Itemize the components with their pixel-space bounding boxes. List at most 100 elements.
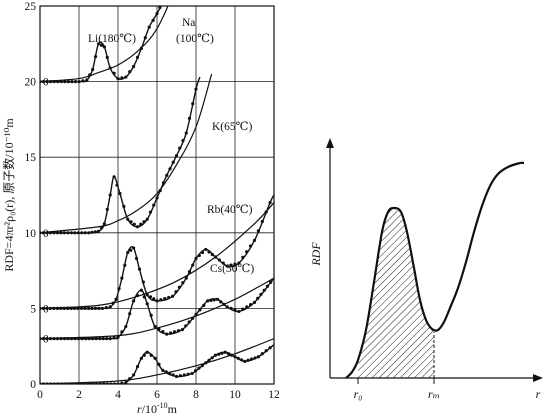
y-tick-label: 0 [30, 379, 36, 391]
rdf-data-point [158, 6, 162, 10]
rdf-data-point [169, 331, 173, 335]
x-tick-label: 10 [229, 389, 241, 401]
rdf-data-point [83, 231, 87, 235]
rdf-data-point [190, 316, 195, 320]
rdf-data-point [210, 356, 214, 360]
rdf-data-point [116, 76, 120, 81]
rdf-data-point [172, 330, 177, 334]
rdf-data-point [256, 229, 260, 233]
rdf-data-point [95, 382, 99, 384]
rdf-data-point [98, 337, 102, 341]
rdf-data-point [191, 263, 195, 267]
rdf-data-point [56, 80, 60, 84]
rdf-data-point [139, 46, 143, 50]
rdf-data-point [243, 359, 247, 363]
rdf-data-point [45, 80, 49, 84]
rdf-data-point [265, 284, 270, 288]
rdf-data-point [105, 207, 109, 211]
rdf-data-point [62, 231, 66, 235]
rdf-data-point [129, 220, 133, 224]
rdf-data-point [222, 302, 226, 306]
rdf-data-point [45, 337, 49, 341]
rdf-data-point [80, 231, 84, 235]
rdf-data-point [149, 313, 153, 317]
rdf-data-point [52, 80, 56, 84]
rdf-data-point [135, 365, 140, 369]
rdf-data-point [223, 350, 227, 354]
rdf-data-point [165, 332, 169, 336]
rdf-data-point [249, 357, 254, 361]
rdf-data-point [122, 204, 126, 208]
y-axis-title: RDF=4πr²ρ₀(r), 原子数/10⁻¹⁰m [1, 118, 16, 272]
parabola-curve [40, 6, 169, 83]
rdf-data-point [245, 305, 249, 309]
rdf-data-point [112, 336, 116, 340]
rdf-data-point [87, 231, 91, 235]
rdf-data-point [41, 382, 46, 384]
rdf-data-point [171, 373, 175, 377]
rdf-data-point [90, 230, 94, 234]
rdf-data-point [104, 306, 108, 310]
rdf-data-point [40, 382, 42, 384]
rdf-data-point [73, 231, 77, 235]
x-tick-label: 12 [268, 389, 280, 401]
rdf-data-point [88, 73, 92, 77]
rdf-data-point [229, 263, 233, 267]
rdf-data-point [77, 382, 81, 384]
rdf-data-point [213, 353, 218, 357]
rdf-data-point [152, 203, 156, 207]
left-curves [40, 0, 274, 384]
rdf-data-point [59, 80, 63, 84]
rdf-data-point [120, 381, 124, 384]
rdf-data-point [241, 307, 245, 311]
rdf-data-point [112, 175, 116, 179]
rdf-data-point [171, 294, 175, 298]
rdf-data-point [85, 78, 89, 82]
rdf-data-point [148, 295, 153, 299]
rdf-data-point [245, 250, 249, 254]
rdf-data-point [73, 80, 78, 84]
rdf-data-point [142, 353, 146, 357]
rdf-data-point [168, 167, 172, 171]
series-sublabel: (100℃) [176, 33, 214, 45]
x-tick-label: 2 [76, 389, 82, 401]
series-label: Rb(40℃) [207, 204, 253, 216]
rdf-data-point [56, 382, 60, 384]
rdf-data-point [135, 55, 140, 60]
rdf-data-point [219, 300, 223, 304]
rdf-data-point [52, 382, 56, 384]
rdf-data-point [124, 75, 128, 79]
rdf-data-point [152, 297, 156, 301]
rdf-data-point [76, 306, 80, 310]
rdf-data-point [135, 225, 140, 229]
right-x-axis-label: r [536, 387, 541, 401]
rdf-data-point [157, 362, 161, 366]
rdf-data-point [241, 255, 245, 259]
rdf-series-line [40, 76, 201, 234]
rdf-data-point [178, 374, 182, 378]
rdf-data-point [158, 188, 162, 193]
rdf-data-point [93, 55, 98, 59]
rdf-data-point [249, 244, 253, 248]
rdf-data-point [230, 353, 234, 357]
rdf-data-point [69, 231, 73, 235]
rdf-data-point [81, 79, 85, 83]
rdf-data-point [198, 308, 202, 312]
rdf-data-point [161, 0, 164, 3]
rdf-data-point [229, 306, 233, 310]
rdf-data-point [132, 299, 136, 303]
rdf-data-point [93, 306, 98, 310]
rdf-data-point [187, 320, 191, 324]
rdf-data-point [80, 306, 84, 310]
rdf-data-point [117, 287, 121, 291]
first-peak-shaded-area [358, 208, 434, 378]
rdf-data-point [142, 295, 146, 299]
rdf-data-point [124, 324, 128, 329]
rdf-data-point [91, 382, 95, 384]
rdf-data-point [96, 229, 101, 233]
rdf-data-point [97, 306, 101, 310]
rdf-data-point [260, 219, 264, 224]
rdf-data-point [134, 256, 139, 261]
